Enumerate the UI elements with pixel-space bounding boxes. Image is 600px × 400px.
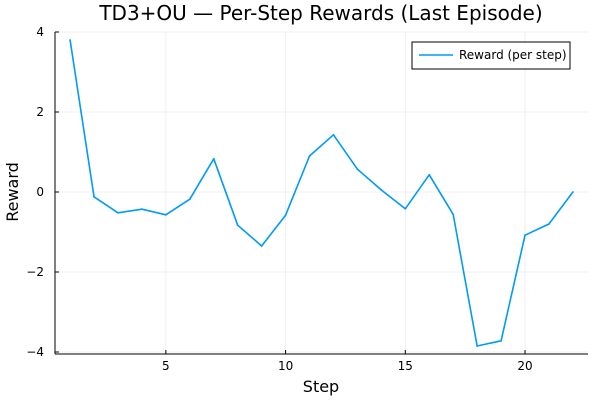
y-tick-label-1: −2 — [26, 265, 44, 279]
y-tick-label-2: 0 — [36, 185, 44, 199]
axes-layer: 5 10 15 20 −4 −2 0 2 4 — [26, 25, 588, 373]
y-tick-label-0: −4 — [26, 345, 44, 359]
data-point — [524, 234, 526, 237]
data-point — [572, 191, 574, 193]
series-layer — [69, 39, 574, 347]
data-point — [69, 39, 71, 41]
x-axis-label: Step — [303, 377, 339, 396]
data-point — [500, 339, 502, 342]
data-point — [404, 207, 407, 210]
chart-title: TD3+OU — Per-Step Rewards (Last Episode) — [98, 1, 542, 25]
series-line-0 — [69, 39, 574, 347]
data-point — [380, 189, 383, 191]
data-point — [356, 168, 359, 171]
legend: Reward (per step) — [411, 41, 571, 70]
y-tick-label-3: 2 — [36, 105, 44, 119]
x-tick-label-0: 5 — [162, 359, 170, 373]
data-point — [141, 208, 143, 211]
data-point — [332, 133, 335, 136]
x-tick-label-2: 15 — [398, 359, 413, 373]
data-point — [260, 245, 263, 247]
data-point — [164, 213, 167, 216]
grid-layer — [55, 31, 588, 354]
x-tick-label-1: 10 — [278, 359, 293, 373]
data-point — [476, 345, 479, 347]
data-point — [212, 157, 215, 160]
data-point — [428, 173, 431, 176]
y-tick-label-4: 4 — [36, 25, 44, 39]
legend-label-reward: Reward (per step) — [459, 48, 567, 62]
data-point — [93, 195, 95, 198]
data-point — [117, 211, 119, 214]
data-point — [308, 155, 311, 157]
data-point — [188, 198, 191, 201]
data-point — [284, 214, 287, 217]
x-tick-label-3: 20 — [517, 359, 532, 373]
y-axis-label: Reward — [3, 162, 22, 222]
data-point — [548, 223, 550, 225]
data-point — [236, 224, 239, 227]
data-point — [452, 213, 455, 216]
